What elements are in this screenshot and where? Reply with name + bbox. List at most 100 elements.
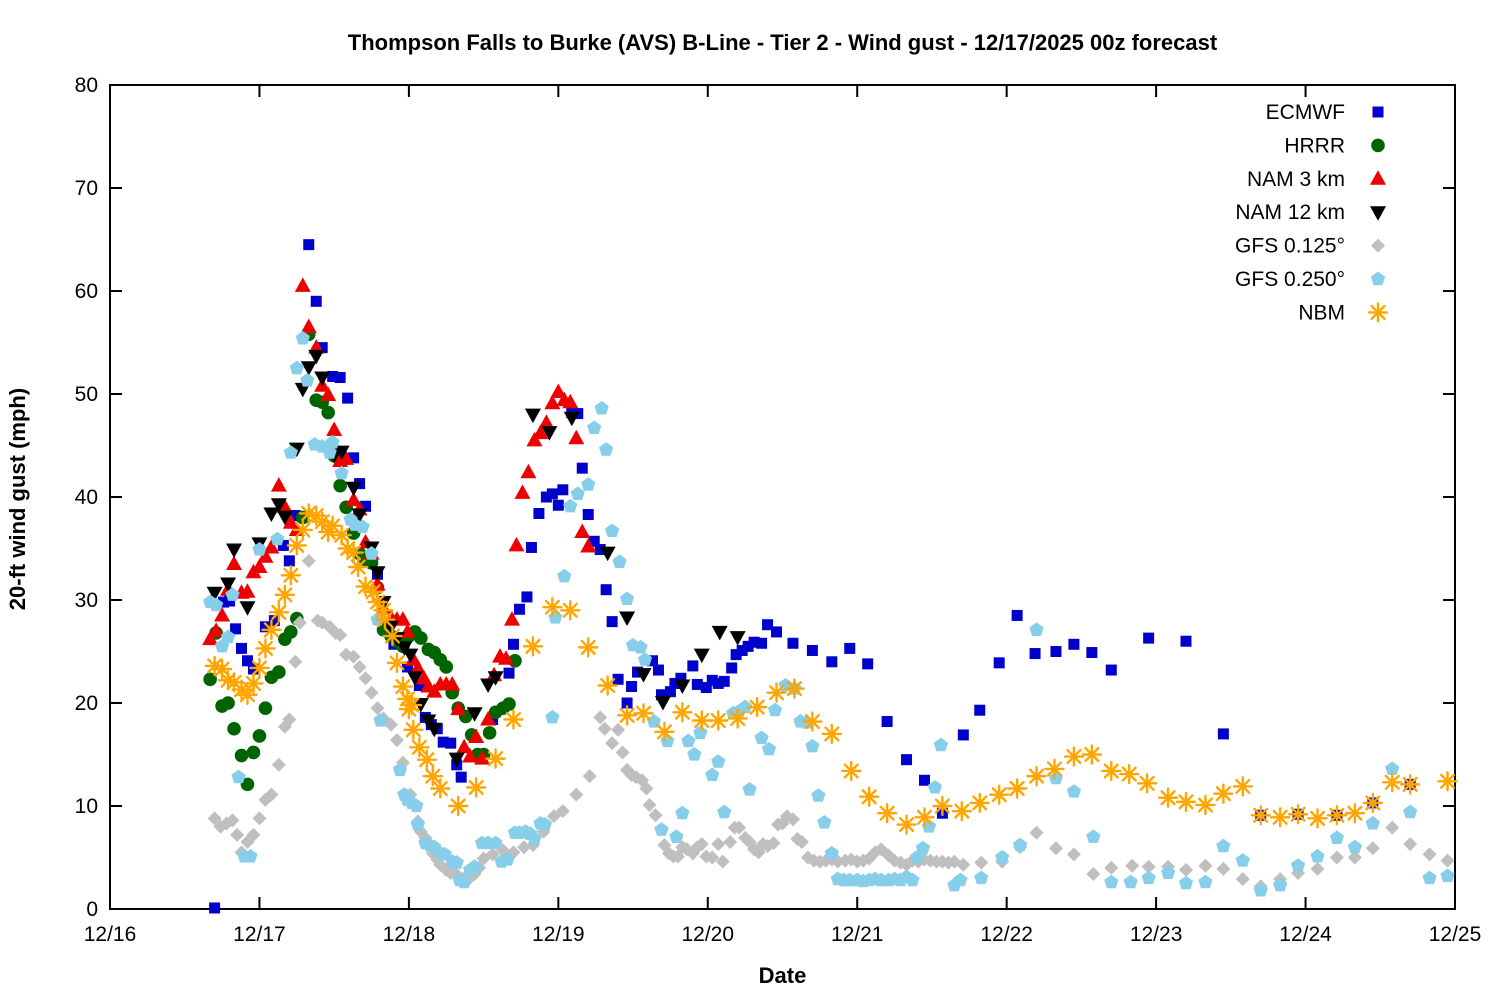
data-point bbox=[283, 567, 299, 583]
data-point bbox=[467, 859, 482, 873]
data-point bbox=[240, 777, 255, 792]
data-point bbox=[761, 741, 777, 756]
data-point bbox=[715, 854, 730, 869]
x-axis-label: Date bbox=[758, 963, 807, 988]
data-point bbox=[314, 514, 330, 530]
data-point bbox=[550, 383, 567, 398]
data-point bbox=[664, 686, 676, 698]
data-point bbox=[635, 668, 652, 683]
legend-label: HRRR bbox=[1284, 134, 1345, 157]
y-tick-label: 60 bbox=[75, 280, 98, 303]
data-point bbox=[214, 661, 230, 677]
data-point bbox=[599, 442, 614, 456]
y-tick-label: 70 bbox=[75, 177, 98, 200]
data-point bbox=[413, 679, 425, 691]
data-point bbox=[346, 649, 361, 664]
data-point bbox=[1216, 838, 1231, 853]
data-point bbox=[1365, 841, 1380, 856]
data-point bbox=[954, 803, 970, 819]
data-point bbox=[768, 685, 785, 701]
data-point bbox=[1385, 761, 1400, 775]
y-tick-label: 40 bbox=[75, 486, 98, 509]
data-point bbox=[626, 681, 638, 693]
data-point bbox=[749, 699, 765, 715]
data-point bbox=[632, 666, 644, 678]
data-point bbox=[257, 640, 273, 656]
data-point bbox=[824, 726, 840, 742]
data-point bbox=[705, 767, 720, 782]
data-point bbox=[503, 667, 515, 679]
data-point bbox=[295, 522, 311, 538]
data-point bbox=[270, 477, 287, 492]
data-point bbox=[456, 738, 473, 754]
data-point bbox=[600, 677, 616, 694]
data-point bbox=[220, 629, 236, 644]
data-point bbox=[405, 722, 421, 738]
data-point bbox=[360, 500, 372, 512]
data-point bbox=[369, 594, 386, 610]
data-point bbox=[1179, 862, 1193, 877]
data-point bbox=[243, 848, 258, 863]
data-point bbox=[1104, 874, 1119, 889]
data-point bbox=[730, 710, 746, 727]
data-point bbox=[525, 638, 541, 654]
data-point bbox=[1104, 860, 1119, 875]
data-point bbox=[295, 330, 310, 345]
x-tick-label: 12/22 bbox=[980, 923, 1033, 946]
data-point bbox=[334, 465, 349, 480]
data-point bbox=[712, 677, 724, 689]
data-point bbox=[284, 625, 298, 639]
data-point bbox=[449, 855, 464, 869]
data-point bbox=[1370, 271, 1386, 286]
data-point bbox=[993, 657, 1005, 669]
data-point bbox=[756, 637, 768, 649]
x-tick-label: 12/19 bbox=[532, 923, 585, 946]
data-point bbox=[482, 726, 497, 740]
data-point bbox=[619, 591, 635, 606]
data-point bbox=[411, 739, 427, 755]
data-point bbox=[414, 631, 428, 645]
data-point bbox=[239, 583, 256, 598]
data-point bbox=[1235, 853, 1250, 867]
data-point bbox=[1086, 647, 1098, 659]
data-point bbox=[633, 639, 648, 654]
legend-item-gfs-0-250-: GFS 0.250° bbox=[1235, 268, 1386, 291]
data-point bbox=[991, 787, 1007, 803]
data-point bbox=[594, 544, 606, 556]
data-point bbox=[502, 697, 516, 711]
data-point bbox=[214, 606, 231, 622]
data-point bbox=[520, 463, 537, 479]
data-point bbox=[513, 603, 525, 615]
data-point bbox=[437, 736, 449, 748]
data-point bbox=[468, 728, 485, 743]
data-point bbox=[289, 510, 301, 522]
data-point bbox=[563, 498, 578, 513]
data-point bbox=[593, 710, 608, 725]
data-point bbox=[346, 545, 362, 561]
data-point bbox=[450, 700, 467, 716]
data-point bbox=[1066, 784, 1082, 798]
data-point bbox=[1440, 853, 1455, 868]
data-point bbox=[1384, 774, 1400, 790]
data-point bbox=[605, 736, 620, 751]
data-point bbox=[1371, 138, 1385, 153]
data-point bbox=[514, 484, 531, 499]
data-point bbox=[646, 714, 662, 728]
data-point bbox=[480, 710, 497, 726]
data-point bbox=[694, 712, 710, 729]
data-point bbox=[272, 665, 286, 679]
data-point bbox=[382, 620, 399, 636]
data-point bbox=[619, 707, 635, 723]
data-point bbox=[611, 722, 626, 737]
data-point bbox=[972, 795, 988, 811]
data-point bbox=[826, 656, 838, 668]
legend-label: GFS 0.125° bbox=[1235, 235, 1345, 258]
data-point bbox=[974, 870, 989, 885]
data-point bbox=[766, 836, 781, 851]
data-point bbox=[557, 484, 569, 496]
data-point bbox=[292, 615, 307, 630]
data-point bbox=[771, 626, 783, 638]
data-point bbox=[1086, 829, 1101, 843]
data-point bbox=[1139, 775, 1155, 791]
